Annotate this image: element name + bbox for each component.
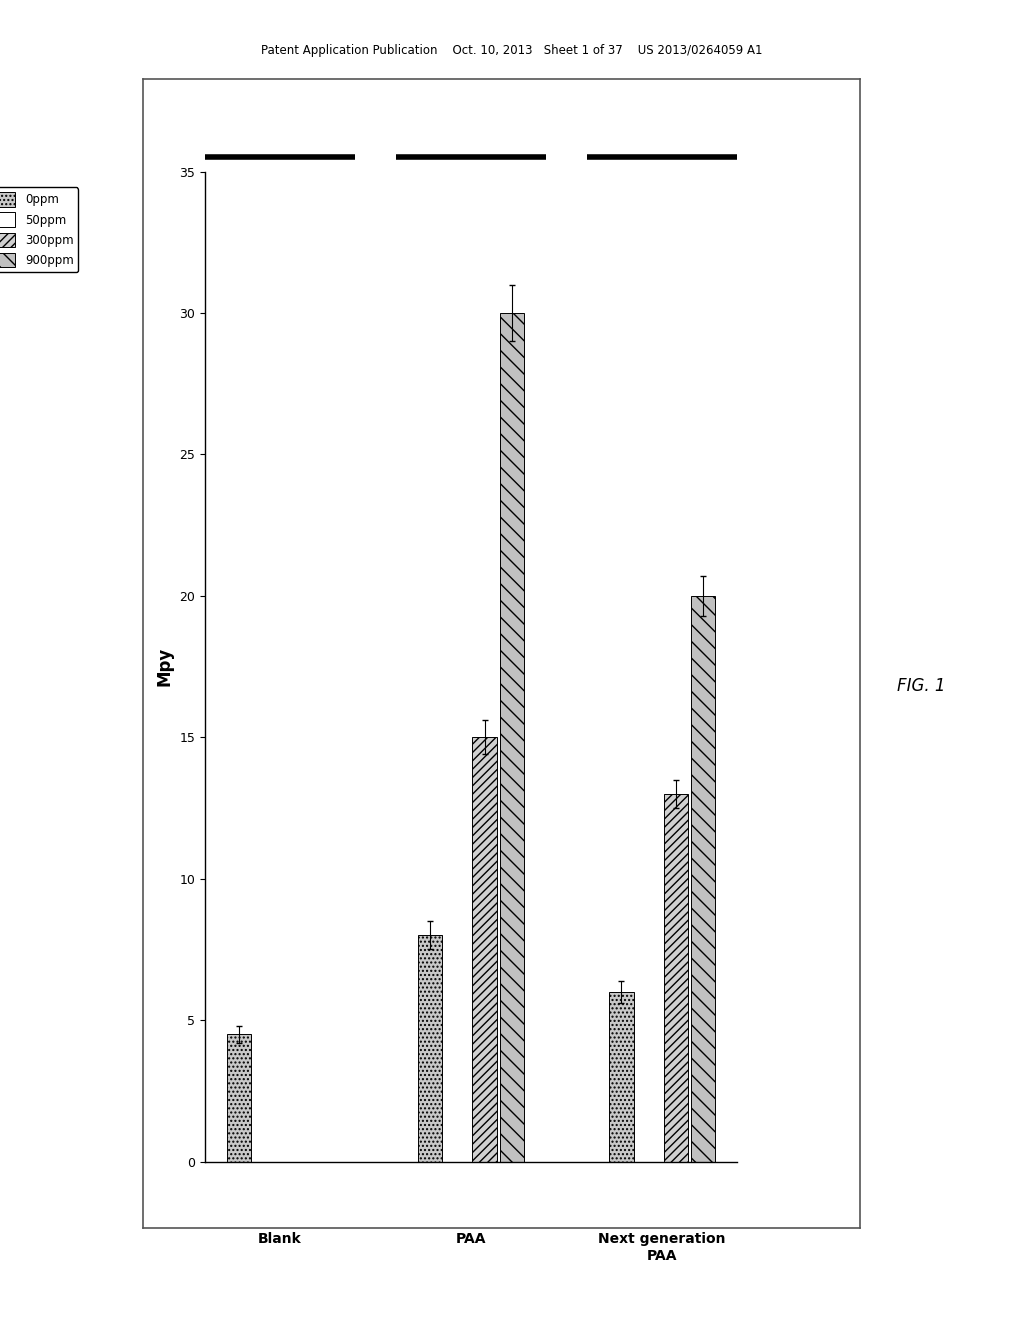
Text: Patent Application Publication    Oct. 10, 2013   Sheet 1 of 37    US 2013/02640: Patent Application Publication Oct. 10, … — [261, 44, 763, 57]
Bar — [609, 991, 634, 1162]
Bar — [691, 595, 716, 1162]
Text: Blank: Blank — [258, 1233, 302, 1246]
Bar — [418, 936, 442, 1162]
Bar — [226, 1035, 251, 1162]
Bar — [500, 313, 524, 1162]
Text: Next generation
PAA: Next generation PAA — [598, 1233, 726, 1262]
Text: PAA: PAA — [456, 1233, 486, 1246]
Bar — [664, 793, 688, 1162]
Y-axis label: Mpy: Mpy — [156, 647, 174, 686]
Text: FIG. 1: FIG. 1 — [897, 677, 946, 696]
Legend: 0ppm, 50ppm, 300ppm, 900ppm: 0ppm, 50ppm, 300ppm, 900ppm — [0, 187, 78, 272]
Bar — [472, 738, 497, 1162]
